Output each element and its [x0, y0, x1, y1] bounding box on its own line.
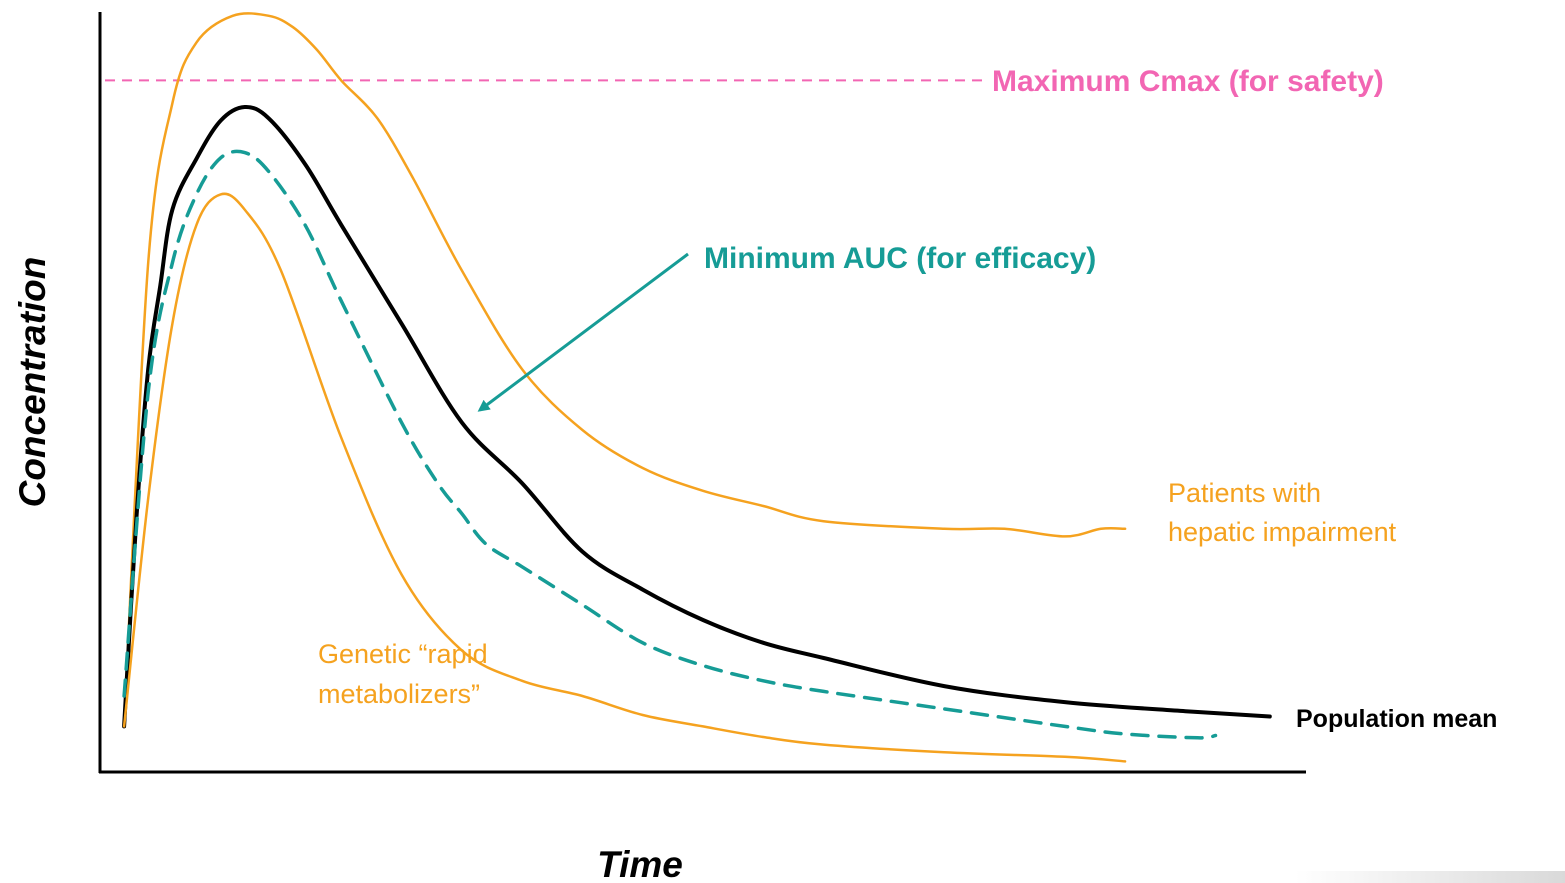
rapid-metabolizers-curve: [122, 192, 1127, 763]
axes: [98, 12, 1306, 774]
population-mean-curve: [122, 104, 1272, 729]
rapid-metabolizers-label: Genetic “rapid metabolizers”: [318, 639, 495, 709]
series-layer: [122, 12, 1272, 763]
minimum-auc-curve: [122, 149, 1218, 740]
hepatic-impairment-curve: [122, 12, 1127, 728]
hepatic-label: Patients with hepatic impairment: [1168, 478, 1397, 547]
slide-corner-shade: [1295, 871, 1565, 883]
x-axis-title: Time: [597, 844, 683, 883]
annotation-layer: [477, 252, 689, 412]
cmax-label: Maximum Cmax (for safety): [992, 65, 1384, 98]
min-auc-arrow: [477, 252, 689, 412]
min-auc-label: Minimum AUC (for efficacy): [704, 242, 1096, 275]
population-mean-label: Population mean: [1296, 705, 1497, 733]
y-axis-title: Concentration: [12, 257, 53, 508]
